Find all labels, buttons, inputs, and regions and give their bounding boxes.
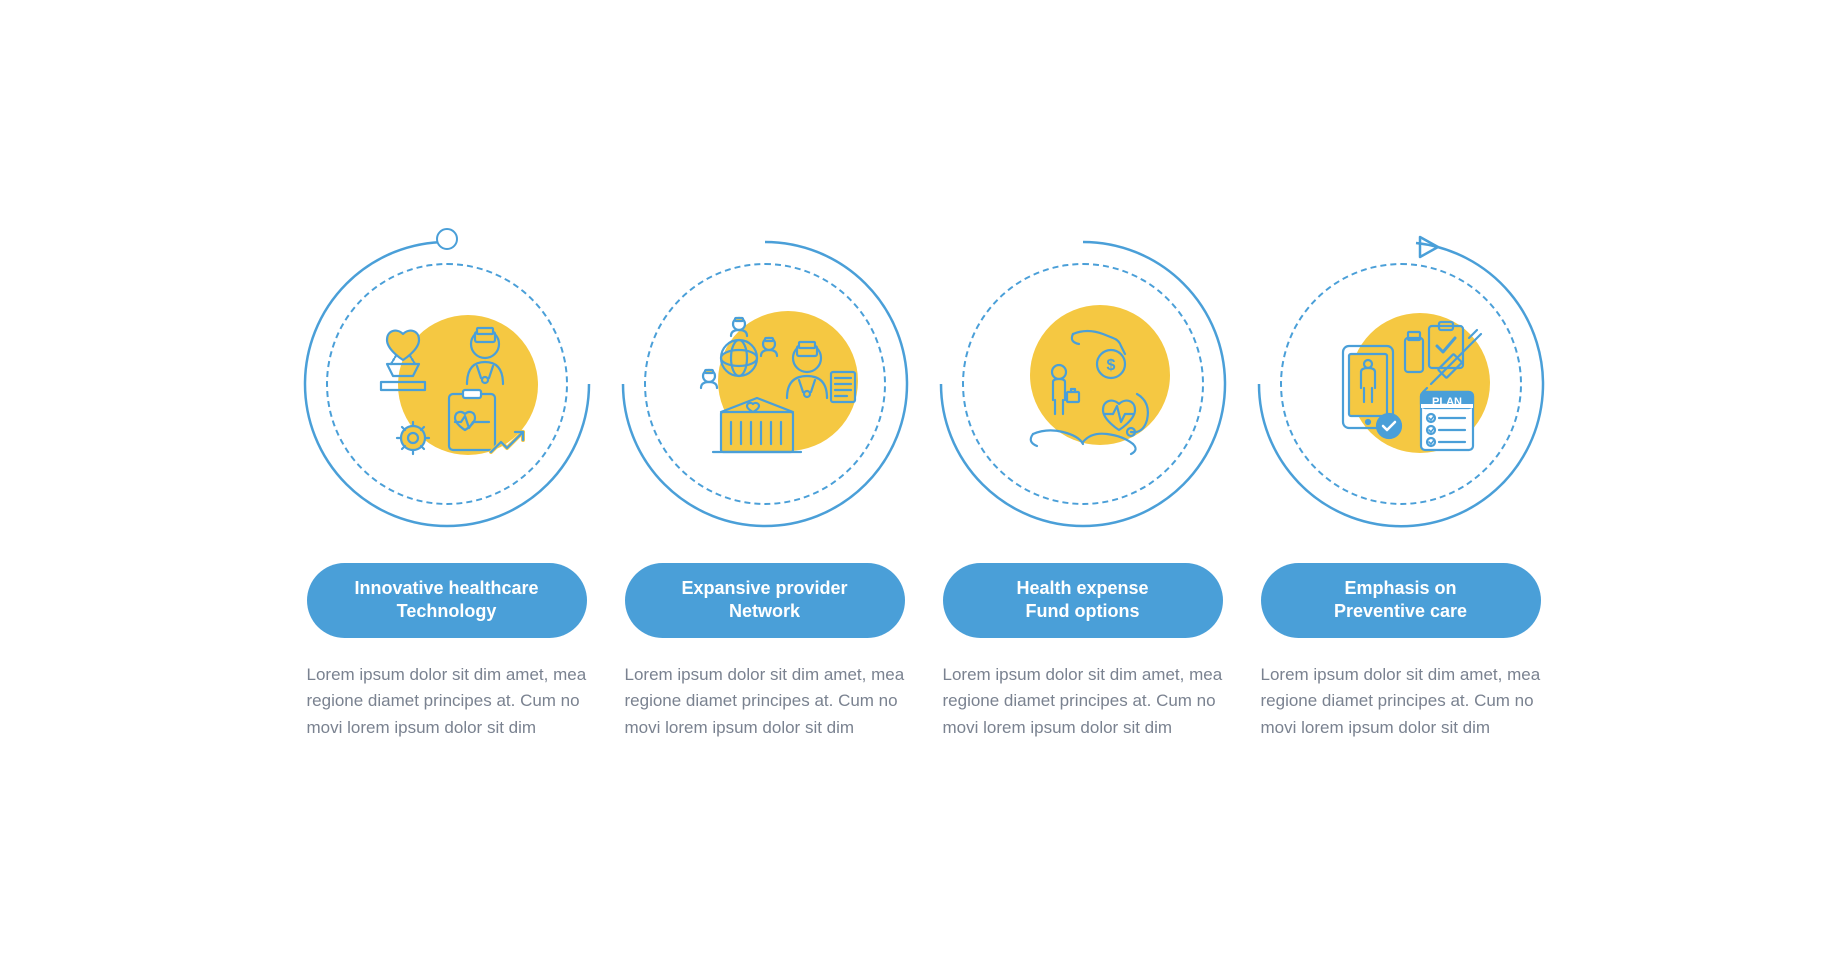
step-2: Expansive provider Network Lorem ipsum d… [620, 239, 910, 741]
step-2-title: Expansive provider Network [625, 563, 905, 638]
healthcare-tech-icon [302, 239, 592, 529]
step-1: Innovative healthcare Technology Lorem i… [302, 239, 592, 741]
fund-options-icon: $ [938, 239, 1228, 529]
step-4-circle: PLAN [1256, 239, 1546, 529]
step-1-title: Innovative healthcare Technology [307, 563, 587, 638]
healthcare-infographic: Innovative healthcare Technology Lorem i… [302, 239, 1546, 741]
title-line: Fund options [1026, 601, 1140, 621]
step-3-description: Lorem ipsum dolor sit dim amet, mea regi… [943, 662, 1223, 741]
preventive-care-icon: PLAN [1256, 239, 1546, 529]
title-line: Health expense [1016, 578, 1148, 598]
step-1-description: Lorem ipsum dolor sit dim amet, mea regi… [307, 662, 587, 741]
step-3-title: Health expense Fund options [943, 563, 1223, 638]
step-3: $ [938, 239, 1228, 741]
step-4: PLAN Emphasis on Preventive care Lorem i… [1256, 239, 1546, 741]
step-2-circle [620, 239, 910, 529]
step-2-description: Lorem ipsum dolor sit dim amet, mea regi… [625, 662, 905, 741]
title-line: Technology [397, 601, 497, 621]
svg-text:PLAN: PLAN [1432, 396, 1462, 408]
title-line: Expansive provider [681, 578, 847, 598]
step-4-title: Emphasis on Preventive care [1261, 563, 1541, 638]
step-3-circle: $ [938, 239, 1228, 529]
step-4-description: Lorem ipsum dolor sit dim amet, mea regi… [1261, 662, 1541, 741]
title-line: Emphasis on [1344, 578, 1456, 598]
title-line: Innovative healthcare [354, 578, 538, 598]
provider-network-icon [620, 239, 910, 529]
title-line: Preventive care [1334, 601, 1467, 621]
step-1-circle [302, 239, 592, 529]
title-line: Network [729, 601, 800, 621]
svg-text:$: $ [1106, 357, 1115, 374]
